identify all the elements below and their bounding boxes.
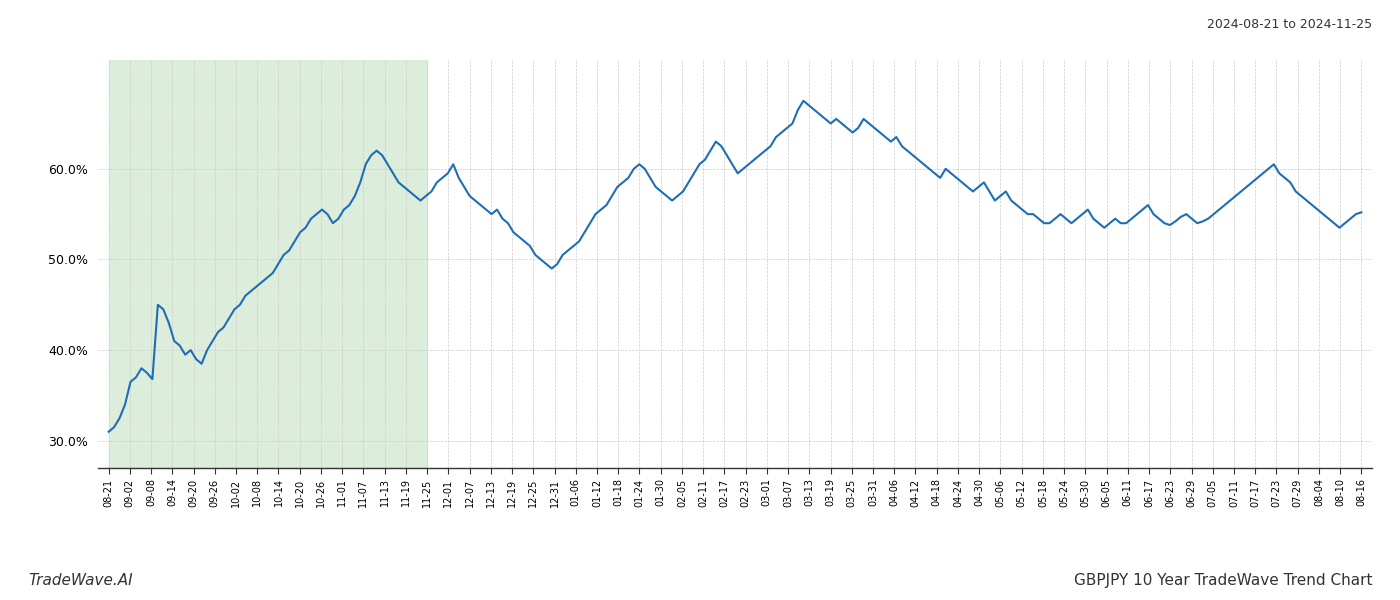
Bar: [109, 60, 427, 468]
Text: GBPJPY 10 Year TradeWave Trend Chart: GBPJPY 10 Year TradeWave Trend Chart: [1074, 573, 1372, 588]
Text: TradeWave.AI: TradeWave.AI: [28, 573, 133, 588]
Text: 2024-08-21 to 2024-11-25: 2024-08-21 to 2024-11-25: [1207, 18, 1372, 31]
